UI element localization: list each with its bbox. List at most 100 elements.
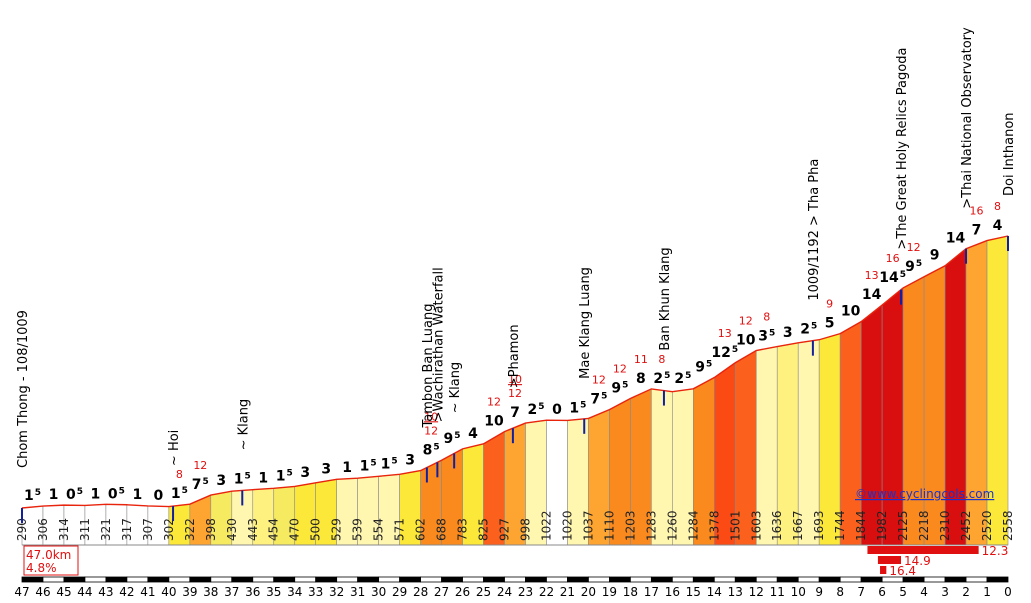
- gradient-label: 35: [758, 329, 775, 345]
- peak-gradient-label: 16: [886, 252, 900, 265]
- peak-gradient-label: 10: [424, 410, 438, 423]
- peak-gradient-label: 12: [193, 459, 207, 472]
- km-tick-label: 28: [413, 585, 428, 599]
- summary-distance: 47.0km: [26, 548, 71, 562]
- km-axis-segment: [441, 576, 463, 583]
- km-tick-label: 13: [728, 585, 743, 599]
- place-label: 1009/1192 > Tha Pha: [807, 159, 822, 301]
- km-axis-segment: [336, 576, 359, 583]
- elevation-label: 1022: [539, 510, 553, 541]
- km-axis-segment: [588, 576, 610, 583]
- km-axis-segment: [567, 576, 589, 583]
- elevation-label: 430: [225, 518, 239, 541]
- gradient-label: 14: [946, 231, 966, 247]
- gradient-label: 05: [66, 487, 83, 503]
- km-axis-segment: [692, 576, 715, 583]
- elevation-label: 500: [309, 518, 323, 541]
- gradient-label: 0: [153, 488, 163, 504]
- profile-segment: [881, 287, 904, 546]
- elevation-label: 1501: [728, 510, 742, 541]
- km-tick-label: 33: [308, 585, 323, 599]
- gradient-label: 95: [444, 431, 461, 447]
- elevation-label: 2125: [896, 510, 910, 541]
- km-axis-segment: [21, 576, 44, 583]
- gradient-label: 25: [800, 322, 817, 338]
- km-axis-segment: [797, 576, 820, 583]
- gradient-label: 15: [24, 488, 41, 504]
- peak-gradient-label: 11: [634, 353, 648, 366]
- elevation-label: 529: [330, 518, 344, 541]
- elevation-label: 1667: [791, 510, 805, 541]
- best-segment-label: 12.3: [982, 544, 1009, 558]
- elevation-label: 1603: [749, 510, 763, 541]
- km-axis-segment: [546, 576, 568, 583]
- km-axis-segment: [294, 576, 317, 583]
- elevation-label: 311: [78, 518, 92, 541]
- elevation-label: 1284: [686, 510, 700, 541]
- km-tick-label: 27: [434, 585, 449, 599]
- gradient-label: 4: [993, 218, 1003, 234]
- gradient-label: 15: [276, 468, 293, 484]
- elevation-label: 539: [351, 518, 365, 541]
- km-tick-label: 9: [815, 585, 823, 599]
- summary-box-frame: [23, 545, 79, 576]
- km-axis-segment: [147, 576, 170, 583]
- place-label: Chom Thong - 108/1009: [16, 310, 31, 468]
- km-tick-label: 22: [539, 585, 554, 599]
- km-tick-label: 39: [182, 585, 197, 599]
- km-tick-label: 21: [560, 585, 575, 599]
- km-axis-segment: [399, 576, 421, 583]
- km-tick-label: 3: [941, 585, 949, 599]
- peak-gradient-label: 8: [176, 468, 183, 481]
- elevation-label: 1693: [812, 510, 826, 541]
- km-tick-label: 25: [476, 585, 491, 599]
- elevation-label: 317: [120, 518, 134, 541]
- km-tick-label: 14: [707, 585, 722, 599]
- profile-segment: [923, 265, 946, 546]
- km-axis-segment: [42, 576, 65, 583]
- place-labels: Chom Thong - 108/1009 ~ Hoi ~ Klang Tambon …: [16, 27, 1017, 523]
- place-label: >The Great Holy Relics Pagoda: [895, 48, 910, 250]
- gradient-label: 7: [510, 405, 520, 421]
- best-segment-label: 14.9: [904, 554, 931, 568]
- km-axis-segment: [483, 576, 505, 583]
- source-link[interactable]: ©www.cyclingcols.com: [855, 487, 994, 501]
- place-label: Ban Khun Klang: [658, 247, 673, 350]
- profile-outline: [21, 235, 1009, 509]
- gradient-label: 3: [783, 325, 793, 341]
- elevation-label: 321: [99, 518, 113, 541]
- km-tick-label: 34: [287, 585, 302, 599]
- profile-segment: [860, 304, 883, 546]
- peak-gradient-label: 8: [994, 200, 1001, 213]
- elevation-label: 1636: [770, 510, 784, 541]
- elevation-label: 1378: [707, 510, 721, 541]
- gradient-label: 4: [468, 426, 478, 442]
- elevation-label: 1203: [623, 510, 637, 541]
- elevation-label: 443: [246, 518, 260, 541]
- km-axis-segment: [755, 576, 778, 583]
- gradient-label: 95: [695, 360, 712, 376]
- elevation-label: 602: [414, 518, 428, 541]
- gradient-label: 15: [360, 458, 377, 474]
- peak-gradient-label: 12: [613, 363, 627, 376]
- km-axis-segment: [231, 576, 254, 583]
- gradient-label: 1: [342, 460, 352, 476]
- peak-gradient-label: 12: [508, 387, 522, 400]
- peak-gradient-label: 12: [424, 424, 438, 437]
- km-axis-segment: [378, 576, 401, 583]
- elevation-label: 398: [204, 518, 218, 541]
- gradient-label: 25: [527, 402, 544, 418]
- km-axis-segment: [839, 576, 862, 583]
- km-tick-label: 1: [983, 585, 991, 599]
- km-axis-segment: [986, 576, 1009, 583]
- km-axis-segment: [629, 576, 652, 583]
- km-axis-segment: [504, 576, 526, 583]
- km-axis-segment: [650, 576, 673, 583]
- km-tick-label: 17: [644, 585, 659, 599]
- gradient-label: 15: [569, 400, 586, 416]
- km-tick-label: 0: [1004, 585, 1012, 599]
- elevation-label: 2310: [938, 510, 952, 541]
- km-tick-label: 8: [836, 585, 844, 599]
- km-axis-segment: [965, 576, 988, 583]
